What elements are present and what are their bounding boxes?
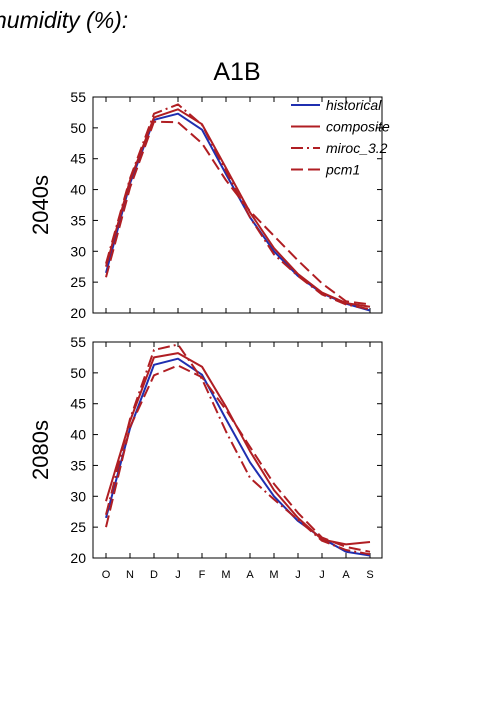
row-label: 2080s <box>28 420 53 480</box>
y-tick-label: 55 <box>70 89 86 105</box>
series-line-historical <box>105 357 371 557</box>
series-line-pcm1 <box>105 364 371 553</box>
legend-label: historical <box>326 97 382 113</box>
x-tick-label: J <box>319 569 325 581</box>
x-tick-label: J <box>295 569 301 581</box>
y-tick-label: 20 <box>70 550 86 566</box>
y-tick-label: 50 <box>70 120 86 136</box>
plot-frame <box>92 341 383 559</box>
y-tick-label: 30 <box>70 488 86 504</box>
y-tick-label: 35 <box>70 457 86 473</box>
row-label: 2040s <box>28 175 53 235</box>
y-tick-label: 25 <box>70 274 86 290</box>
x-tick-label: J <box>175 569 181 581</box>
legend-label: composite <box>326 119 390 135</box>
panel-2080s: 20 25 30 35 40 45 50 55 O N D J F M A M J J A S 2080s <box>28 334 383 581</box>
plot-frame <box>92 96 383 314</box>
y-tick-label: 55 <box>70 334 86 350</box>
scenario-title: A1B <box>213 58 260 86</box>
x-tick-label: A <box>342 569 350 581</box>
y-tick-label: 45 <box>70 151 86 167</box>
y-tick-label: 40 <box>70 427 86 443</box>
y-tick-label: 25 <box>70 519 86 535</box>
x-tick-label: F <box>199 569 206 581</box>
x-tick-label: D <box>150 569 158 581</box>
header-text: humidity (%): <box>0 7 128 33</box>
x-tick-label: N <box>126 569 134 581</box>
panel-2040s: 20 25 30 35 40 45 50 55 2040s <box>28 89 383 321</box>
series-line-miroc-3-2 <box>105 103 371 311</box>
series-line-miroc-3-2 <box>105 343 371 556</box>
series-line-composite <box>105 352 371 546</box>
series-line-pcm1 <box>105 120 371 306</box>
y-tick-label: 40 <box>70 182 86 198</box>
y-tick-label: 20 <box>70 305 86 321</box>
x-tick-label: M <box>269 569 278 581</box>
legend: historical composite miroc_3.2 pcm1 <box>291 97 390 178</box>
y-tick-label: 45 <box>70 396 86 412</box>
x-tick-label: S <box>366 569 373 581</box>
x-tick-label: O <box>102 569 111 581</box>
y-tick-label: 50 <box>70 365 86 381</box>
series-line-composite <box>105 108 371 308</box>
x-tick-label: M <box>221 569 230 581</box>
y-tick-label: 35 <box>70 212 86 228</box>
y-tick-label: 30 <box>70 243 86 259</box>
x-tick-label: A <box>246 569 254 581</box>
legend-label: pcm1 <box>325 162 360 178</box>
legend-label: miroc_3.2 <box>326 140 388 156</box>
